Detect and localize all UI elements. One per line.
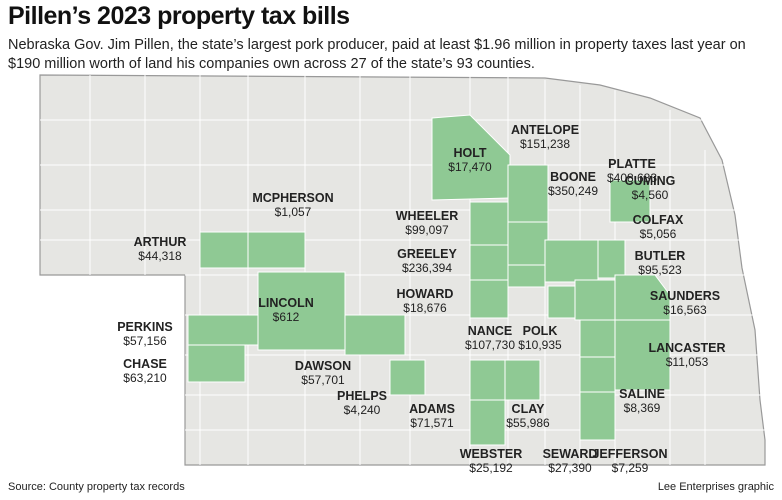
subtitle: Nebraska Gov. Jim Pillen, the state’s la… [8, 37, 746, 72]
county-tax: $71,571 [410, 416, 454, 430]
county [547, 285, 576, 319]
county-tax: $55,986 [506, 416, 550, 430]
title: Pillen’s 2023 property tax bills [8, 2, 350, 30]
county [469, 399, 506, 446]
county-name: CLAY [512, 402, 546, 416]
county-name: BOONE [550, 170, 596, 184]
county [507, 221, 549, 266]
map: HOLT$17,470 ANTELOPE$151,238 PLATTE$408,68… [39, 74, 766, 475]
county-name: LANCASTER [648, 341, 725, 355]
county [507, 264, 546, 288]
county-name: DAWSON [295, 359, 351, 373]
county-tax: $18,676 [403, 301, 447, 315]
county-name: ADAMS [409, 402, 455, 416]
county-tax: $63,210 [123, 371, 167, 385]
county [257, 271, 346, 351]
county [574, 279, 616, 321]
county [579, 356, 616, 393]
county-name: SEWARD [543, 447, 598, 461]
county-tax: $350,249 [548, 184, 598, 198]
county-tax: $612 [273, 310, 300, 324]
county-name: SAUNDERS [650, 289, 720, 303]
county [507, 164, 549, 226]
county-tax: $151,238 [520, 137, 570, 151]
county-tax: $8,369 [624, 401, 661, 415]
county-tax: $107,730 [465, 338, 515, 352]
county [609, 179, 651, 223]
county-tax: $10,935 [518, 338, 562, 352]
county-name: HOLT [453, 146, 486, 160]
county [614, 274, 671, 321]
county [469, 359, 506, 401]
county [579, 319, 616, 358]
county [504, 359, 541, 401]
county-tax: $5,056 [640, 227, 677, 241]
county [469, 279, 509, 319]
county-tax: $236,394 [402, 261, 452, 275]
highlighted-counties [187, 114, 671, 446]
county [469, 244, 509, 281]
county-name: HOWARD [397, 287, 454, 301]
credit: Lee Enterprises graphic [657, 481, 774, 493]
county-name: MCPHERSON [252, 191, 333, 205]
county-name: JEFFERSON [592, 447, 667, 461]
county-name: NANCE [468, 324, 512, 338]
county [389, 359, 426, 396]
county-tax: $25,192 [469, 461, 513, 475]
county-tax: $95,523 [638, 263, 682, 277]
county-name: PLATTE [608, 157, 656, 171]
county-tax: $1,057 [275, 205, 312, 219]
county-tax: $17,470 [448, 160, 492, 174]
county-name: PERKINS [117, 320, 173, 334]
county [247, 231, 306, 269]
county-tax: $4,560 [632, 188, 669, 202]
county-tax: $57,156 [123, 334, 167, 348]
county-name: ARTHUR [134, 235, 187, 249]
county [199, 231, 249, 269]
county-tax: $11,053 [666, 355, 709, 369]
county-name: LINCOLN [258, 296, 314, 310]
county [579, 391, 616, 441]
county-name: BUTLER [635, 249, 686, 263]
county [187, 344, 246, 383]
county-tax: $4,240 [344, 403, 381, 417]
county [344, 314, 406, 356]
county-name: ANTELOPE [511, 123, 579, 137]
county [614, 319, 671, 391]
county-name: PHELPS [337, 389, 387, 403]
county-name: POLK [523, 324, 558, 338]
county-tax: $44,318 [138, 249, 182, 263]
county-name: SALINE [619, 387, 665, 401]
county-name: WHEELER [396, 209, 459, 223]
county [544, 239, 599, 283]
county-tax: $99,097 [405, 223, 449, 237]
county-name: WEBSTER [460, 447, 523, 461]
county [597, 239, 626, 279]
labels: HOLT$17,470 ANTELOPE$151,238 PLATTE$408,68… [117, 123, 725, 475]
county [469, 201, 509, 246]
county-name: GREELEY [397, 247, 457, 261]
county-name: CHASE [123, 357, 167, 371]
county-tax: $7,259 [612, 461, 649, 475]
county-name: COLFAX [633, 213, 684, 227]
source: Source: County property tax records [8, 481, 185, 493]
county-tax: $57,701 [301, 373, 345, 387]
county [187, 314, 259, 346]
county-tax: $408,683 [607, 171, 657, 185]
county-tax: $27,390 [548, 461, 592, 475]
county-tax: $16,563 [663, 303, 707, 317]
county-name: CUMING [625, 174, 676, 188]
